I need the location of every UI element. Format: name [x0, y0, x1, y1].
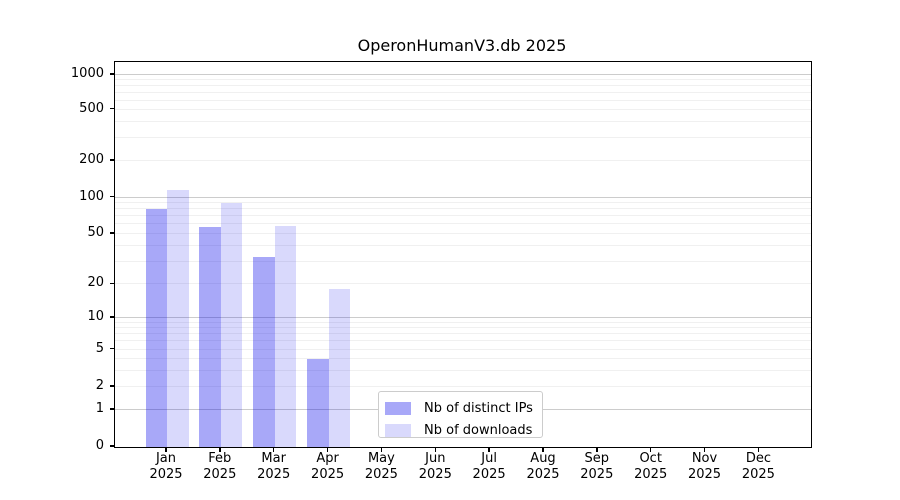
- x-tick-mark: [219, 447, 221, 452]
- gridline-minor: [115, 79, 811, 81]
- y-tick-label-20: 20: [87, 275, 104, 291]
- gridline-major: [115, 196, 811, 198]
- y-tick-label-1: 1: [95, 400, 104, 416]
- x-tick-mark: [165, 447, 167, 452]
- legend-swatch-distinct-ips: [385, 401, 411, 415]
- x-tick-label-mar: Mar 2025: [257, 451, 291, 482]
- gridline-minor: [115, 340, 811, 342]
- x-tick-label-feb: Feb 2025: [203, 451, 237, 482]
- y-tick-mark: [110, 408, 114, 410]
- legend-label-downloads: Nb of downloads: [424, 422, 533, 438]
- x-tick-mark: [649, 447, 652, 452]
- gridline-minor: [115, 357, 811, 359]
- x-tick-label-nov: Nov 2025: [687, 451, 722, 482]
- gridline-minor: [115, 348, 811, 350]
- gridline-minor: [115, 321, 811, 323]
- y-tick-mark: [110, 195, 114, 198]
- y-tick-mark: [110, 159, 114, 161]
- x-tick-label-dec: Dec 2025: [741, 451, 775, 482]
- x-tick-label-aug: Aug 2025: [526, 451, 560, 482]
- x-tick-label-jan: Jan 2025: [149, 451, 183, 482]
- y-tick-label-1000: 1000: [70, 66, 104, 81]
- y-tick-label-100: 100: [79, 188, 104, 204]
- x-tick-label-sep: Sep 2025: [580, 451, 614, 482]
- legend-entry-downloads: Nb of downloads: [385, 419, 536, 441]
- gridline-minor: [115, 369, 811, 371]
- y-tick-mark: [110, 385, 114, 387]
- y-tick-mark: [110, 347, 114, 350]
- bar-ips-apr: [307, 358, 329, 447]
- gridline-minor: [115, 232, 811, 234]
- y-tick-label-10: 10: [87, 308, 104, 324]
- y-tick-label-5: 5: [95, 340, 104, 356]
- bar-downloads-apr: [328, 289, 351, 447]
- y-tick-mark: [110, 316, 114, 318]
- gridline-minor: [115, 333, 811, 335]
- gridline-minor: [115, 202, 811, 204]
- gridline-minor: [115, 327, 811, 329]
- x-tick-mark: [703, 447, 706, 452]
- gridline-minor: [115, 137, 811, 139]
- gridline-minor: [115, 99, 811, 101]
- x-tick-label-jul: Jul 2025: [472, 451, 506, 482]
- y-tick-mark: [110, 232, 114, 234]
- y-tick-mark: [110, 445, 114, 447]
- gridline-major: [115, 74, 811, 75]
- x-tick-mark: [272, 447, 275, 452]
- y-tick-mark: [110, 107, 114, 110]
- y-tick-label-0: 0: [95, 438, 104, 453]
- gridline-minor: [115, 215, 811, 217]
- gridline-minor: [115, 208, 811, 210]
- gridline-minor: [115, 283, 811, 285]
- gridline-minor: [115, 386, 811, 388]
- gridline-minor: [115, 91, 811, 93]
- x-tick-mark: [757, 447, 760, 452]
- gridline-minor: [115, 260, 811, 262]
- y-tick-mark: [110, 282, 114, 284]
- gridline-minor: [115, 85, 811, 87]
- x-tick-mark: [380, 447, 383, 452]
- x-tick-label-oct: Oct 2025: [634, 451, 668, 482]
- x-tick-label-apr: Apr 2025: [311, 451, 345, 482]
- x-tick-label-jun: Jun 2025: [418, 451, 452, 482]
- gridline-major: [115, 316, 811, 318]
- x-tick-mark: [488, 447, 490, 452]
- legend-entry-distinct-ips: Nb of distinct IPs: [385, 397, 536, 419]
- bar-downloads-feb: [220, 203, 243, 447]
- plot-area: [114, 61, 812, 448]
- x-tick-label-may: May 2025: [364, 451, 398, 482]
- y-tick-label-500: 500: [79, 100, 104, 116]
- y-tick-label-2: 2: [95, 378, 104, 394]
- gridline-minor: [115, 108, 811, 110]
- chart-title: OperonHumanV3.db 2025: [357, 36, 567, 55]
- x-tick-mark: [542, 447, 544, 452]
- y-tick-mark: [110, 73, 114, 75]
- y-tick-label-50: 50: [87, 224, 104, 240]
- y-tick-label-200: 200: [79, 152, 104, 168]
- legend-label-distinct-ips: Nb of distinct IPs: [424, 400, 533, 416]
- bar-downloads-mar: [274, 226, 297, 447]
- x-tick-mark: [596, 447, 598, 452]
- legend: Nb of distinct IPs Nb of downloads: [378, 391, 543, 438]
- x-tick-mark: [434, 447, 436, 452]
- gridline-minor: [115, 223, 811, 225]
- gridline-minor: [115, 160, 811, 162]
- legend-swatch-downloads: [385, 423, 411, 437]
- gridline-minor: [115, 245, 811, 246]
- bar-ips-jan: [145, 209, 167, 447]
- gridline-minor: [115, 121, 811, 123]
- bar-downloads-jan: [167, 190, 189, 447]
- bar-ips-mar: [253, 256, 275, 447]
- x-tick-mark: [326, 447, 329, 452]
- bar-ips-feb: [199, 226, 221, 447]
